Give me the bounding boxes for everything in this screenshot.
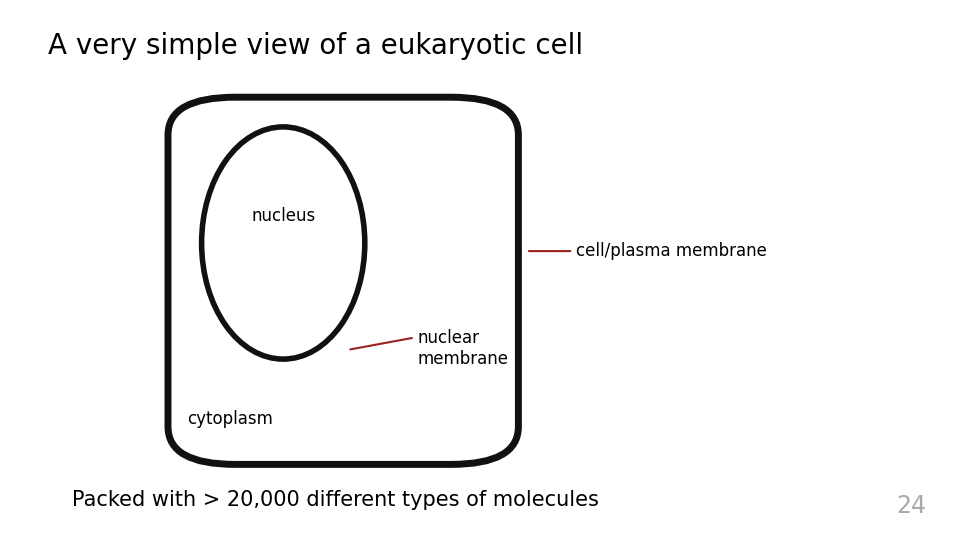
FancyBboxPatch shape (168, 97, 518, 464)
Text: nuclear
membrane: nuclear membrane (418, 329, 509, 368)
Text: 24: 24 (897, 495, 926, 518)
Text: A very simple view of a eukaryotic cell: A very simple view of a eukaryotic cell (48, 32, 583, 60)
Text: cytoplasm: cytoplasm (187, 409, 273, 428)
Text: nucleus: nucleus (252, 207, 315, 225)
Text: cell/plasma membrane: cell/plasma membrane (576, 242, 767, 260)
Text: Packed with > 20,000 different types of molecules: Packed with > 20,000 different types of … (72, 490, 599, 510)
Ellipse shape (202, 127, 365, 359)
